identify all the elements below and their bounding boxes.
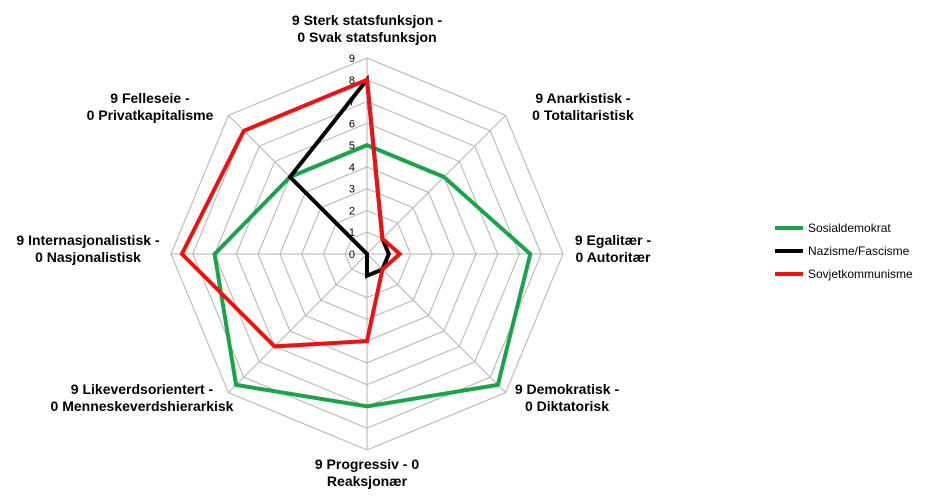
axis-label: 9 Anarkistisk -0 Totalitaristisk (532, 90, 634, 123)
legend-label: Sosialdemokrat (808, 221, 891, 235)
grid-spoke (366, 253, 506, 393)
tick-label: 9 (349, 53, 355, 65)
series-line (212, 142, 533, 409)
axis-label: 9 Egalitær -0 Autoritær (575, 232, 652, 265)
tick-label: 1 (349, 227, 355, 239)
grid-spoke (366, 115, 506, 255)
axis-label: 9 Demokratisk -0 Diktatorisk (515, 381, 620, 414)
grid-spoke (228, 253, 368, 393)
tick-label: 6 (349, 118, 355, 130)
radial-tick-labels: 0 1 2 3 4 5 6 7 8 9 (349, 53, 355, 261)
tick-label: 7 (349, 97, 355, 109)
tick-label: 3 (349, 184, 355, 196)
legend-label: Nazisme/Fascisme (808, 244, 910, 258)
series-lines (179, 74, 533, 409)
tick-label: 0 (349, 249, 355, 261)
axis-label: 9 Internasjonalistisk -0 Nasjonalistisk (16, 232, 159, 265)
axis-label: 9 Felleseie -0 Privatkapitalisme (87, 90, 214, 123)
series-line (179, 76, 403, 349)
axis-label: 9 Progressiv - 0 Reaksjonær (315, 456, 419, 489)
tick-label: 8 (349, 75, 355, 87)
tick-label: 2 (349, 205, 355, 217)
tick-label: 5 (349, 140, 355, 152)
tick-label: 4 (349, 162, 355, 174)
axis-label: 9 Sterk statsfunksjon -0 Svak statsfunks… (292, 12, 442, 45)
legend-label: Sovjetkommunisme (808, 267, 913, 281)
axis-label: 9 Likeverdsorientert -0 Menneskeverdshie… (51, 381, 234, 414)
axis-labels: 9 Sterk statsfunksjon -0 Svak statsfunks… (16, 12, 651, 489)
legend: Sosialdemokrat Nazisme/Fascisme Sovjetkomm… (775, 221, 913, 281)
